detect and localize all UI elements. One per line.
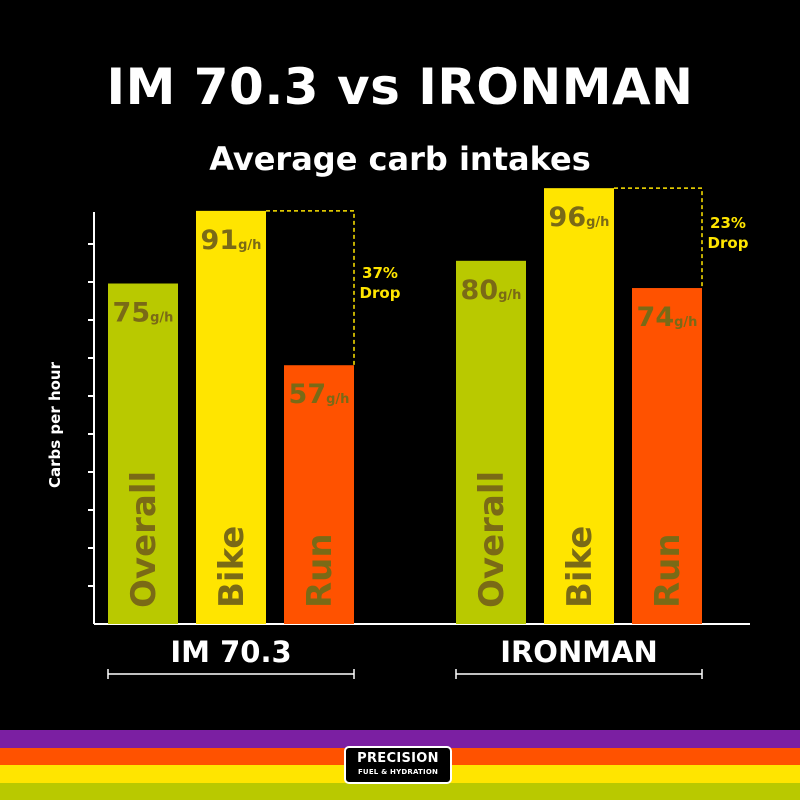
bar-category-label: Overall xyxy=(472,471,512,608)
bar-value-unit: g/h xyxy=(498,288,521,303)
bar-category-label: Bike xyxy=(212,526,252,608)
drop-percent-label: 37% xyxy=(362,264,398,282)
bar-value-number: 80 xyxy=(461,275,499,306)
group-label: IM 70.3 xyxy=(170,635,291,669)
drop-text-label: Drop xyxy=(360,284,401,302)
bar-value-unit: g/h xyxy=(150,311,173,326)
bar-value-label: 75g/h xyxy=(113,298,174,329)
chart-title: IM 70.3 vs IRONMAN xyxy=(106,58,694,116)
bar-value-label: 96g/h xyxy=(549,202,610,233)
bar-value-unit: g/h xyxy=(326,392,349,407)
group-label: IRONMAN xyxy=(500,635,658,669)
bar-category-label: Run xyxy=(300,533,340,608)
bar-bike xyxy=(544,188,614,624)
bar-value-label: 91g/h xyxy=(201,225,262,256)
bar-value-unit: g/h xyxy=(586,215,609,230)
bar-chart: Carbs per hour75g/hOverall91g/hBike57g/h… xyxy=(46,187,750,679)
drop-text-label: Drop xyxy=(708,234,749,252)
bar-value-label: 80g/h xyxy=(461,275,522,306)
drop-indicator-line xyxy=(614,187,703,289)
brand-logo: PRECISION FUEL & HYDRATION xyxy=(344,746,452,784)
bar-overall xyxy=(456,260,526,624)
bar-category-label: Bike xyxy=(560,526,600,608)
y-axis-label: Carbs per hour xyxy=(46,361,64,488)
bar-run xyxy=(284,365,354,624)
bar-value-number: 75 xyxy=(113,298,151,329)
bar-run xyxy=(632,288,702,624)
bar-value-unit: g/h xyxy=(238,238,261,253)
brand-logo-line1: PRECISION xyxy=(357,751,439,766)
bar-value-number: 96 xyxy=(549,202,587,233)
bar-value-number: 91 xyxy=(201,225,239,256)
stripe-green xyxy=(0,782,800,800)
bar-category-label: Overall xyxy=(124,471,164,608)
bar-value-label: 57g/h xyxy=(289,379,350,410)
drop-indicator-line xyxy=(266,210,355,366)
chart-subtitle: Average carb intakes xyxy=(209,140,591,178)
bar-value-number: 57 xyxy=(289,379,327,410)
bar-value-label: 74g/h xyxy=(637,302,698,333)
bar-overall xyxy=(108,283,178,624)
bar-category-label: Run xyxy=(648,533,688,608)
brand-logo-line2: FUEL & HYDRATION xyxy=(357,768,439,776)
bar-value-number: 74 xyxy=(637,302,675,333)
bar-value-unit: g/h xyxy=(674,315,697,330)
stripe-purple xyxy=(0,730,800,748)
bar-bike xyxy=(196,210,266,625)
drop-percent-label: 23% xyxy=(710,214,746,232)
